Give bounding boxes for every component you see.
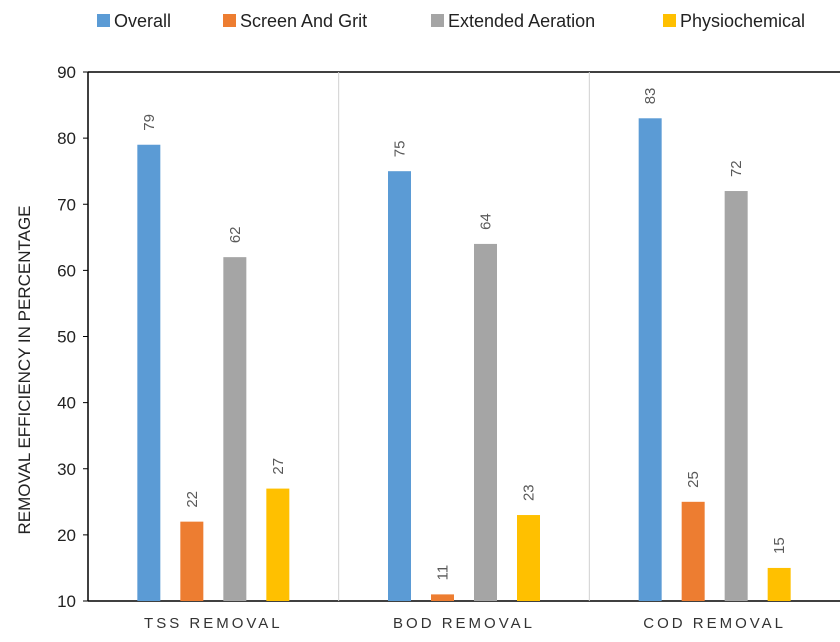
data-label: 79 (141, 114, 158, 131)
y-tick-label: 20 (57, 526, 76, 545)
y-tick-label: 50 (57, 328, 76, 347)
bar (517, 515, 540, 601)
y-axis-title: REMOVAL EFFICIENCY IN PERCENTAGE (15, 205, 34, 534)
data-label: 11 (435, 565, 452, 581)
bar (724, 191, 748, 601)
bar (767, 567, 791, 601)
y-tick-label: 90 (57, 63, 76, 82)
bar (180, 521, 204, 601)
y-tick-label: 40 (57, 394, 76, 413)
bar (137, 144, 161, 602)
y-tick-label: 70 (57, 195, 76, 214)
bar (638, 118, 662, 601)
data-label: 64 (478, 213, 495, 230)
data-label: 72 (728, 160, 745, 177)
data-label: 27 (270, 458, 287, 475)
bar (266, 488, 290, 601)
bar (474, 243, 497, 602)
data-label: 75 (392, 141, 409, 158)
x-category-label: COD REMOVAL (643, 615, 786, 632)
bar (223, 257, 247, 601)
y-tick-label: 30 (57, 460, 76, 479)
bar (681, 501, 705, 601)
legend: Overall Screen And Grit Extended Aeration P… (97, 11, 805, 31)
legend-label: Physiochemical (680, 11, 805, 31)
legend-label: Extended Aeration (448, 11, 595, 31)
plot-area: 10 20 30 40 50 60 70 80 90 79 22 62 27 TSS REMOVAL 75 1… (57, 63, 840, 632)
data-label: 23 (521, 484, 538, 501)
legend-swatch (97, 14, 110, 27)
y-tick-label: 60 (57, 261, 76, 280)
y-tick-label: 80 (57, 129, 76, 148)
data-label: 62 (227, 226, 244, 243)
legend-swatch (431, 14, 444, 27)
legend-label: Overall (114, 11, 171, 31)
x-category-label: TSS REMOVAL (144, 615, 283, 632)
y-tick-label: 10 (57, 592, 76, 611)
data-label: 15 (771, 537, 788, 554)
data-label: 25 (685, 471, 702, 488)
data-label: 22 (184, 491, 201, 508)
data-label: 83 (642, 88, 659, 105)
x-category-label: BOD REMOVAL (393, 615, 535, 632)
legend-label: Screen And Grit (240, 11, 367, 31)
bar (388, 171, 411, 601)
legend-swatch (223, 14, 236, 27)
legend-swatch (663, 14, 676, 27)
bar (431, 594, 454, 601)
